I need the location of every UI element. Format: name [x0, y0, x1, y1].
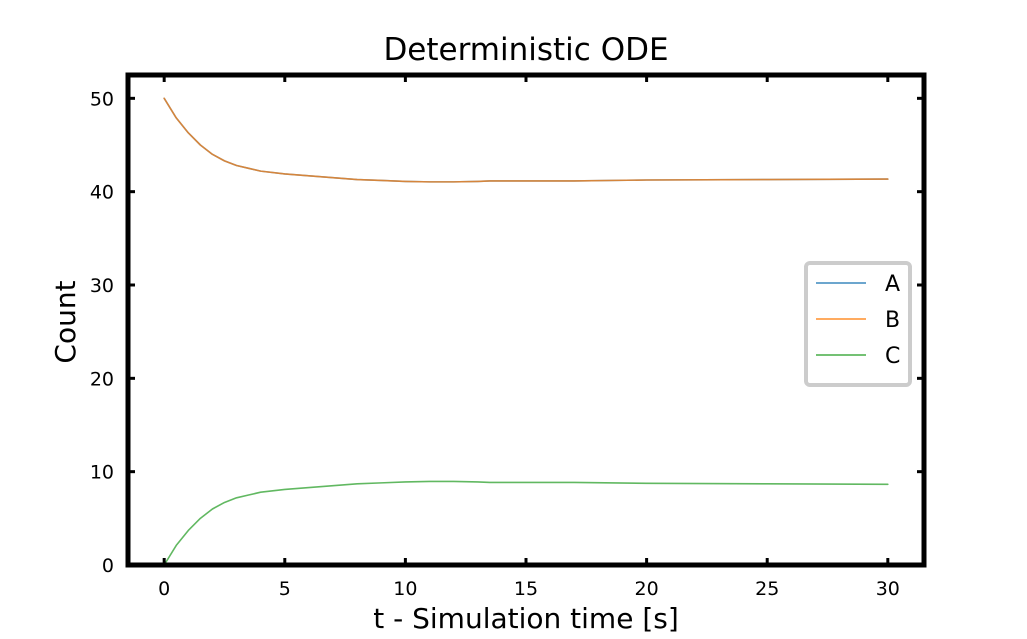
series-line-a — [163, 97, 889, 183]
legend-label-a: A — [885, 272, 900, 297]
y-tick-label: 30 — [90, 275, 114, 297]
series-line-b — [163, 97, 889, 183]
chart-title: Deterministic ODE — [383, 32, 668, 68]
y-axis-label: Count — [49, 280, 82, 363]
x-axis-label: t - Simulation time [s] — [373, 602, 679, 635]
series-layer — [163, 97, 889, 566]
x-tick-label: 0 — [158, 578, 170, 600]
y-tick-label: 20 — [90, 368, 114, 390]
series-line-c — [163, 480, 889, 566]
x-tick-label: 15 — [514, 578, 538, 600]
legend: ABC — [804, 261, 912, 387]
legend-label-b: B — [885, 308, 900, 333]
axes-layer: 0 5 10 15 20 25 30 0 10 20 30 40 50 — [90, 72, 927, 600]
x-tick-label: 25 — [755, 578, 779, 600]
legend-label-c: C — [885, 344, 900, 369]
x-tick-label: 30 — [876, 578, 900, 600]
y-tick-label: 50 — [90, 88, 114, 110]
y-tick-label: 0 — [102, 555, 114, 577]
x-tick-label: 20 — [635, 578, 659, 600]
y-tick-label: 10 — [90, 462, 114, 484]
x-tick-label: 10 — [393, 578, 417, 600]
y-tick-label: 40 — [90, 182, 114, 204]
x-tick-label: 5 — [279, 578, 291, 600]
